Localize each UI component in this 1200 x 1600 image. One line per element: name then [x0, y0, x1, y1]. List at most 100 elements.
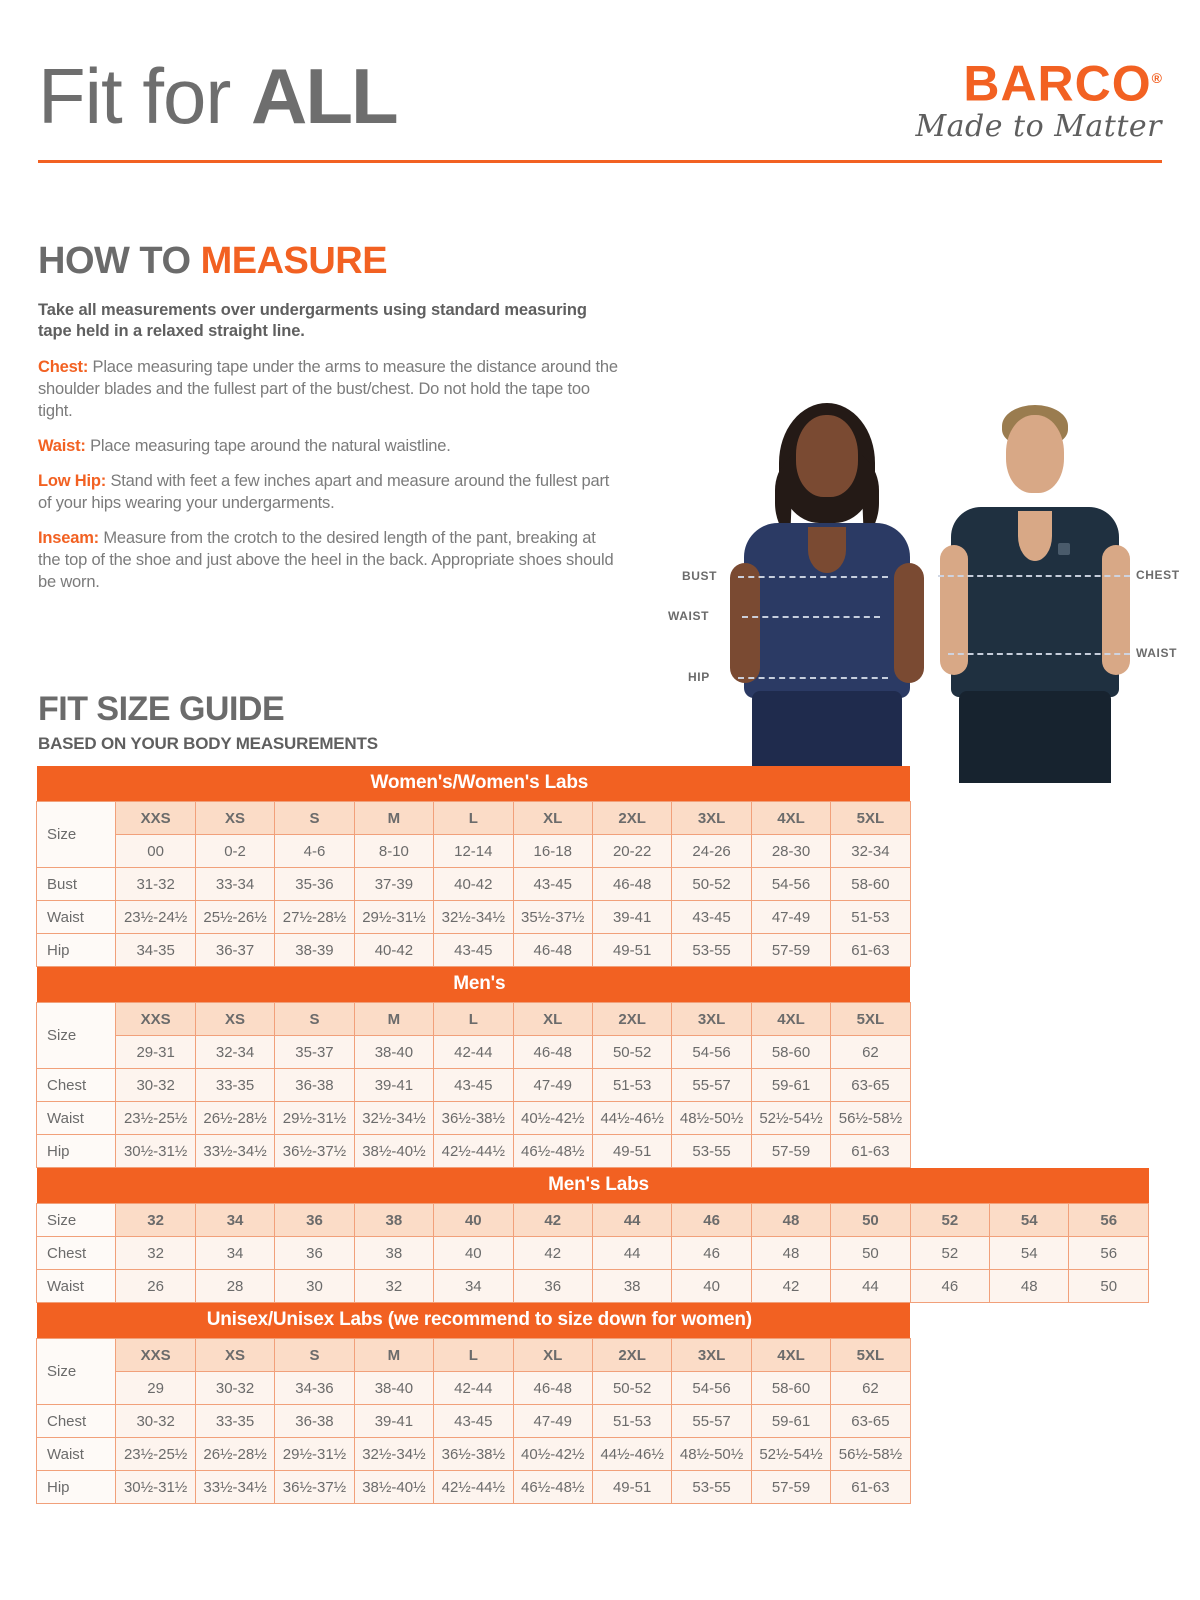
- measurement-cell: 48: [750, 1236, 832, 1270]
- measure-item-low-hip: Low Hip: Stand with feet a few inches ap…: [38, 470, 618, 514]
- measurement-cell: 36½-38½: [433, 1101, 514, 1135]
- model-woman: [730, 395, 924, 783]
- measurement-cell: 33½-34½: [194, 1134, 276, 1168]
- table-row: Hip 30½-31½ 33½-34½ 36½-37½ 38½-40½ 42½-44½ 46…: [35, 1470, 1149, 1504]
- measurement-cell: 30½-31½: [115, 1470, 196, 1504]
- measurement-cell: 23½-25½: [115, 1437, 196, 1471]
- row-label-chest: Chest: [35, 1068, 117, 1102]
- measurement-cell: 25½-26½: [194, 900, 276, 934]
- measurement-cell: 32½-34½: [353, 1437, 435, 1471]
- measurement-cell: 36-38: [274, 1068, 355, 1102]
- measurement-cell: 33½-34½: [194, 1470, 276, 1504]
- measurement-cell: 49-51: [591, 1134, 673, 1168]
- row-label-size: Size: [35, 1203, 117, 1237]
- measurement-cell: 50-52: [671, 867, 752, 901]
- size-header-cell: XS: [194, 801, 276, 835]
- measurement-cell: 51-53: [591, 1068, 673, 1102]
- measurement-cell: 43-45: [512, 867, 593, 901]
- size-header-cell: XS: [194, 1338, 276, 1372]
- measure-item-chest: Chest: Place measuring tape under the ar…: [38, 356, 618, 422]
- measurement-cell: 50: [1068, 1269, 1149, 1303]
- size-header-cell: 3XL: [671, 1338, 752, 1372]
- measurement-cell: 53-55: [671, 1470, 752, 1504]
- section-title: Men's: [36, 966, 911, 1003]
- section-header-men-s-labs: Men's Labs: [36, 1167, 1149, 1204]
- measurement-cell: 34-35: [115, 933, 196, 967]
- measurement-cell: 32½-34½: [353, 1101, 435, 1135]
- measurement-cell: 46-48: [512, 933, 593, 967]
- measurement-cell: 59-61: [750, 1404, 832, 1438]
- size-header-cell: XL: [512, 1338, 593, 1372]
- measurement-cell: 36-38: [274, 1404, 355, 1438]
- measurement-cell: 40½-42½: [512, 1101, 593, 1135]
- measurement-cell: 33-35: [194, 1404, 276, 1438]
- measurement-cell: 57-59: [750, 933, 832, 967]
- size-header-cell: 3XL: [671, 1002, 752, 1036]
- size-header-cell: XS: [194, 1002, 276, 1036]
- measurement-cell: 42: [512, 1236, 593, 1270]
- bust-measure-line: [738, 576, 888, 578]
- size-header-cell: 44: [591, 1203, 673, 1237]
- table-row: Hip 34-35 36-37 38-39 40-42 43-45 46-48 49-51 53…: [35, 933, 1149, 967]
- size-header-cell: 2XL: [591, 1338, 673, 1372]
- table-row-size: Size XXS XS S M L XL 2XL 3XL 4XL 5XL: [35, 1338, 1149, 1405]
- size-header-cell: 46: [671, 1203, 752, 1237]
- measurement-cell: 42½-44½: [433, 1134, 514, 1168]
- measurement-cell: 52½-54½: [750, 1101, 832, 1135]
- measurement-cell: 40½-42½: [512, 1437, 593, 1471]
- size-header-cell: S: [274, 1338, 355, 1372]
- fit-size-guide-header: FIT SIZE GUIDE BASED ON YOUR BODY MEASUR…: [38, 688, 378, 754]
- measurement-cell: 34: [433, 1269, 514, 1303]
- measurement-cell: 23½-24½: [115, 900, 196, 934]
- measurement-cell: 40: [671, 1269, 752, 1303]
- page-title: Fit for ALL: [38, 48, 1162, 144]
- measurement-cell: 27½-28½: [274, 900, 355, 934]
- section-title: Women's/Women's Labs: [36, 766, 911, 802]
- section-header-unisex-unisex-labs-we-recommend-to-size-down-for-women: Unisex/Unisex Labs (we recommend to size…: [36, 1302, 1149, 1339]
- size-header-cell: L: [433, 801, 514, 835]
- measure-term-chest: Chest:: [38, 358, 89, 376]
- numeric-size-cell: 38-40: [353, 1035, 435, 1069]
- size-tables: Women's/Women's Labs Size XXS XS S M L XL 2XL 3XL…: [35, 766, 1149, 1504]
- size-header-cell: 5XL: [830, 1002, 911, 1036]
- section-title: Men's Labs: [36, 1167, 1149, 1204]
- measurement-cell: 54-56: [750, 867, 832, 901]
- measure-term-inseam: Inseam:: [38, 529, 99, 547]
- how-to-measure-section: HOW TO MEASURE Take all measurements ove…: [38, 238, 618, 606]
- table-row: Waist 23½-25½ 26½-28½ 29½-31½ 32½-34½ 36½-38½…: [35, 1101, 1149, 1135]
- numeric-size-cell: 32-34: [194, 1035, 276, 1069]
- page-title-light: Fit for: [38, 52, 252, 140]
- numeric-size-cell: 30-32: [194, 1371, 276, 1405]
- size-header-cell: 2XL: [591, 801, 673, 835]
- models-photo: BUST WAIST HIP CHEST WAIST: [660, 385, 1179, 783]
- size-header-cell: 5XL: [830, 1338, 911, 1372]
- measurement-cell: 26: [115, 1269, 196, 1303]
- measurement-cell: 43-45: [433, 1404, 514, 1438]
- measurement-cell: 57-59: [750, 1470, 832, 1504]
- measurement-cell: 26½-28½: [194, 1437, 276, 1471]
- measure-text-waist: Place measuring tape around the natural …: [85, 437, 451, 455]
- size-header-cell: XXS: [115, 1338, 196, 1372]
- measurement-cell: 39-41: [591, 900, 673, 934]
- chest-measure-line: [938, 575, 1130, 577]
- brand-tagline: Made to Matter: [915, 108, 1162, 144]
- hip-measure-line: [738, 677, 888, 679]
- size-header-cell: XL: [512, 1002, 593, 1036]
- table-row: Waist 23½-24½ 25½-26½ 27½-28½ 29½-31½ 32½-34½…: [35, 900, 1149, 934]
- size-header-cell: 4XL: [750, 1002, 832, 1036]
- measurement-cell: 55-57: [671, 1068, 752, 1102]
- numeric-size-cell: 42-44: [433, 1371, 514, 1405]
- numeric-size-cell: 54-56: [671, 1371, 752, 1405]
- measurement-cell: 40-42: [433, 867, 514, 901]
- page-title-bold: ALL: [251, 52, 399, 140]
- measurement-cell: 36½-37½: [274, 1470, 355, 1504]
- measurement-cell: 44½-46½: [591, 1437, 673, 1471]
- row-label-hip: Hip: [35, 1470, 117, 1504]
- section-header-women-s-women-s-labs: Women's/Women's Labs: [36, 766, 1149, 802]
- numeric-size-cell: 32-34: [830, 834, 911, 868]
- measurement-cell: 32½-34½: [433, 900, 514, 934]
- header-divider: [38, 160, 1162, 163]
- numeric-size-cell: 50-52: [591, 1371, 673, 1405]
- size-header-cell: 56: [1068, 1203, 1149, 1237]
